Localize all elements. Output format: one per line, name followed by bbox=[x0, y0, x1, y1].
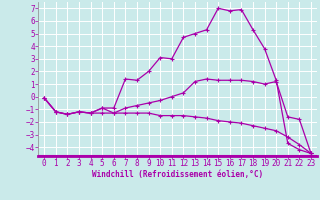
X-axis label: Windchill (Refroidissement éolien,°C): Windchill (Refroidissement éolien,°C) bbox=[92, 170, 263, 179]
